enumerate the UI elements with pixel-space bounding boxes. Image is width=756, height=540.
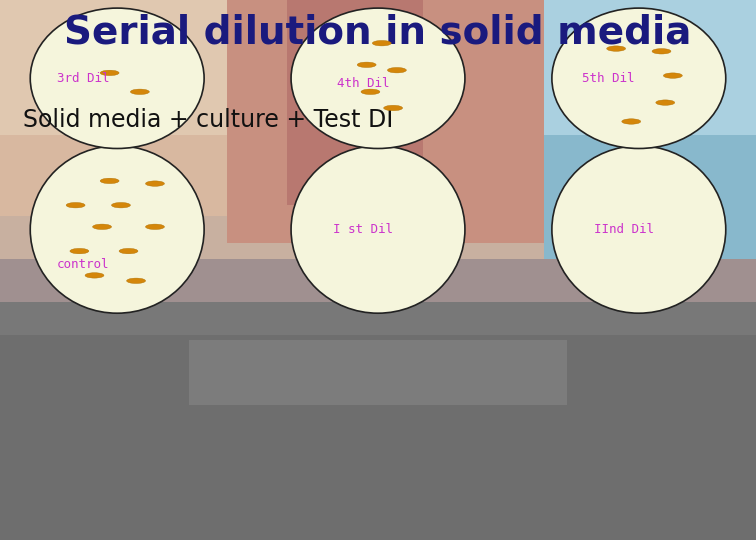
Ellipse shape [130, 89, 149, 94]
Ellipse shape [67, 202, 85, 208]
Ellipse shape [388, 68, 407, 73]
Ellipse shape [100, 70, 119, 76]
Bar [0, 0, 756, 97]
Ellipse shape [70, 248, 89, 254]
Ellipse shape [30, 8, 204, 148]
Ellipse shape [621, 119, 641, 124]
Bar [0, 302, 756, 540]
Ellipse shape [146, 181, 165, 186]
Ellipse shape [357, 62, 376, 68]
Text: I st Dil: I st Dil [333, 223, 393, 236]
Ellipse shape [552, 146, 726, 313]
Ellipse shape [606, 46, 626, 51]
Ellipse shape [291, 146, 465, 313]
Bar [227, 0, 544, 243]
Ellipse shape [664, 73, 683, 78]
Bar [544, 0, 756, 297]
Ellipse shape [373, 40, 392, 46]
Text: 5th Dil: 5th Dil [582, 72, 635, 85]
Ellipse shape [100, 178, 119, 184]
Bar [0, 335, 756, 540]
Ellipse shape [30, 146, 204, 313]
Ellipse shape [112, 202, 130, 208]
Ellipse shape [146, 224, 165, 230]
Ellipse shape [361, 89, 380, 94]
Text: control: control [57, 258, 110, 271]
Ellipse shape [92, 224, 112, 230]
Bar [189, 340, 567, 405]
Ellipse shape [383, 105, 402, 111]
Ellipse shape [119, 248, 138, 254]
Text: 3rd Dil: 3rd Dil [57, 72, 110, 85]
Ellipse shape [291, 8, 465, 148]
Text: 4th Dil: 4th Dil [336, 77, 389, 90]
Ellipse shape [85, 273, 104, 278]
Bar [0, 0, 416, 135]
Bar [287, 0, 423, 205]
Bar [0, 97, 514, 216]
Bar [0, 259, 756, 313]
Ellipse shape [552, 8, 726, 148]
Text: Serial dilution in solid media: Serial dilution in solid media [64, 14, 692, 51]
Ellipse shape [126, 278, 145, 284]
Text: Solid media + culture + Test DI: Solid media + culture + Test DI [23, 108, 393, 132]
Text: IInd Dil: IInd Dil [593, 223, 654, 236]
Ellipse shape [652, 49, 671, 54]
Bar [544, 0, 756, 135]
Ellipse shape [655, 100, 674, 105]
